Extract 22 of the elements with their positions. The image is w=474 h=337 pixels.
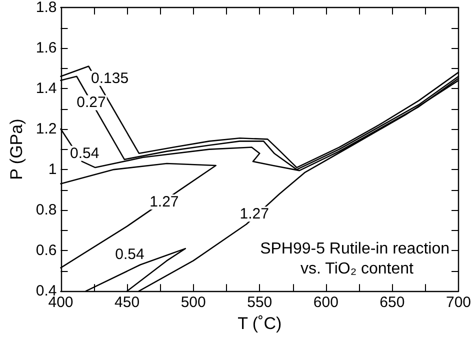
y-tick-label: 1.2 bbox=[36, 120, 57, 138]
y-tick-label: 0.8 bbox=[36, 202, 57, 219]
annotation: 1.27 bbox=[150, 193, 179, 210]
y-axis-title: P (GPa) bbox=[7, 118, 26, 180]
x-tick-label: 600 bbox=[313, 294, 338, 312]
annotation: 0.135 bbox=[91, 70, 129, 87]
y-tick-label: 1 bbox=[48, 161, 57, 178]
x-axis-title: T (˚C) bbox=[238, 314, 282, 333]
y-tick-label: 1.6 bbox=[36, 40, 57, 57]
x-tick-label: 700 bbox=[446, 294, 471, 312]
annotation: 0.54 bbox=[115, 246, 144, 264]
x-tick-label: 550 bbox=[247, 294, 272, 312]
annotation: 0.54 bbox=[70, 144, 100, 162]
y-tick-label: 1.4 bbox=[36, 80, 57, 98]
annotation: 0.27 bbox=[76, 94, 106, 112]
y-tick-label: 0.6 bbox=[36, 242, 57, 260]
x-tick-label: 450 bbox=[114, 294, 140, 312]
x-tick-label: 500 bbox=[180, 294, 206, 312]
annotation: 1.27 bbox=[240, 206, 269, 223]
y-tick-label: 1.8 bbox=[36, 0, 57, 16]
text: SPH99-5 Rutile-in reaction vs. TiO₂ content bbox=[260, 240, 454, 278]
x-tick-label: 650 bbox=[380, 294, 405, 312]
